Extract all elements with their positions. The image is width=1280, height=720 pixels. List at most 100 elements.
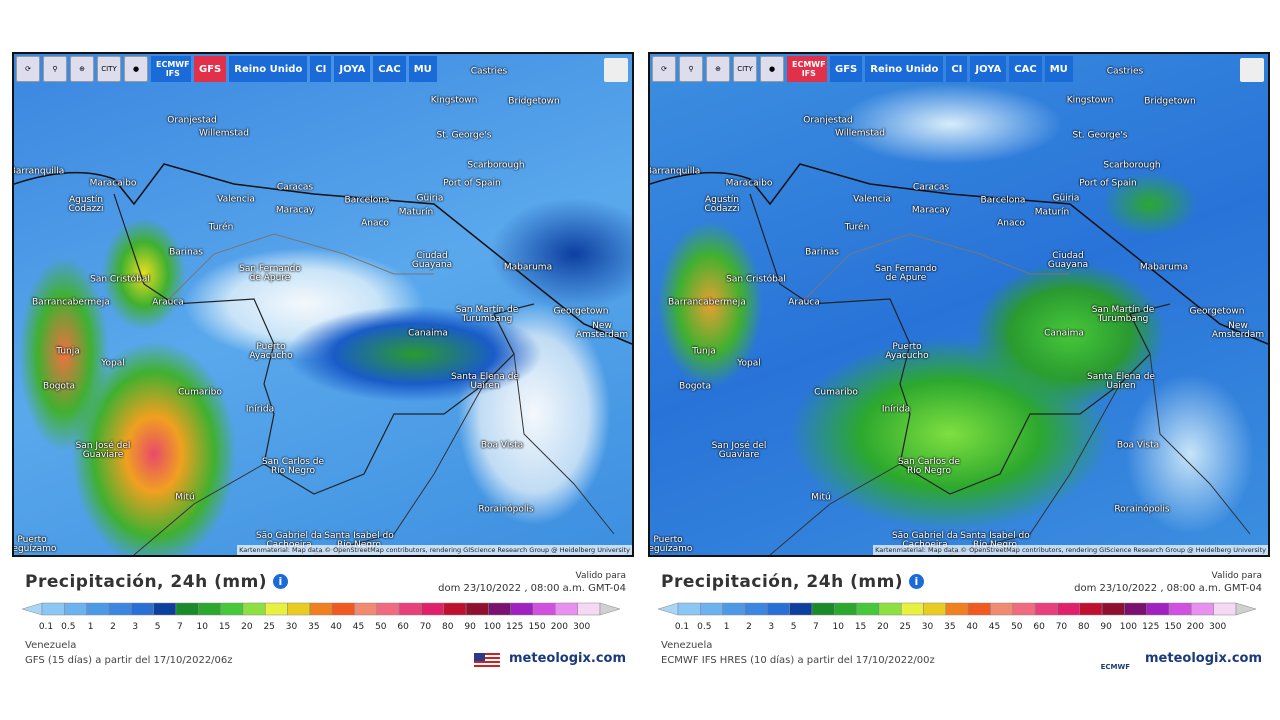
map-panel: Castries Kingstown Bridgetown Oranjestad Wil… [12,52,634,720]
share-button[interactable] [1240,58,1264,82]
model-button[interactable]: Reino Unido [229,56,308,82]
tool-button[interactable]: CITY [97,56,121,82]
city-label: Yopal [737,358,761,369]
city-label: Turén [208,222,234,233]
tool-button[interactable]: ● [124,56,148,82]
city-label: Oranjestad [803,115,853,126]
info-button[interactable]: i [273,574,289,589]
legend-label: 125 [506,622,524,632]
city-label: Willemstad [199,128,249,139]
legend-label: 80 [442,622,454,632]
city-label: Ciudad Guayana [411,251,453,270]
model-button[interactable]: GFS [194,56,227,82]
legend-label: 0.1 [38,622,54,632]
us-flag [474,653,500,668]
city-label: Willemstad [835,128,885,139]
share-button[interactable] [604,58,628,82]
model-button[interactable]: MU [408,56,437,82]
city-label: Santa Elena de Uairen [1087,372,1155,391]
info-button[interactable]: i [909,574,925,589]
tool-button[interactable]: ● [760,56,784,82]
city-label: Maturín [1034,207,1070,218]
tool-button[interactable]: ⚲ [43,56,67,82]
city-label: Boa Vista [480,440,524,451]
city-label: Maturín [398,207,434,218]
legend-label: 10 [832,622,844,632]
attribution: Kartenmaterial: Map data © OpenStreetMap… [237,545,632,555]
city-label: Arauca [788,297,820,308]
legend-title: Precipitación, 24h (mm) i [661,572,925,592]
city-label: Tunja [692,346,716,357]
city-label: Kingstown [430,95,478,106]
legend-label: 25 [899,622,911,632]
city-label: New Amsterdam [1211,321,1265,340]
city-label: Mabaruma [503,262,553,273]
legend-label: 150 [528,622,546,632]
city-label: Georgetown [1189,306,1245,317]
legend-label: 0.5 [697,622,712,632]
city-label: Anaco [361,218,389,229]
city-label: Maracaibo [725,178,773,189]
model-button[interactable]: CI [310,56,332,82]
legend-label: 5 [154,622,161,632]
legend-label: 15 [218,622,231,632]
city-label: Valencia [853,194,891,205]
model-button[interactable]: MU [1044,56,1073,82]
city-label: Anaco [997,218,1025,229]
model-button[interactable]: GFS [830,56,863,82]
city-label: Bogota [43,381,75,392]
weather-map: Castries Kingstown Bridgetown Oranjestad Wil… [12,52,634,557]
city-label: Bogota [679,381,711,392]
model-button[interactable]: CAC [373,56,406,82]
city-label: Güiria [1052,193,1080,204]
city-label: San José del Guaviare [75,441,131,460]
legend-label: 50 [375,622,387,632]
tool-button[interactable]: ⊕ [70,56,94,82]
legend-label: 45 [352,622,365,632]
brand[interactable]: meteologix.com [1145,651,1262,666]
city-label: San Cristóbal [726,274,786,285]
city-label: Bridgetown [1144,96,1196,107]
toolbar: ⟳ ⚲ ⊕ CITY ● ECMWF IFS GFS Reino Unido CI JOYA CAC… [16,56,437,82]
city-label: Scarborough [467,160,525,171]
city-label: Mabaruma [1139,262,1189,273]
city-label: Scarborough [1103,160,1161,171]
city-label: Maracaibo [89,178,137,189]
city-label: Puerto Ayacucho [885,342,929,361]
tool-button[interactable]: ⟳ [652,56,676,82]
tool-button[interactable]: ⊕ [706,56,730,82]
legend-label: 2 [110,622,116,632]
city-label: San Martín de Turumbang [1091,305,1155,324]
legend-label: 40 [330,622,342,632]
map-panel: Castries Kingstown Bridgetown Oranjestad Wil… [648,52,1270,720]
city-label: Port of Spain [443,178,501,189]
model-button[interactable]: Reino Unido [865,56,944,82]
model-button[interactable]: JOYA [334,56,371,82]
model-button[interactable]: JOYA [970,56,1007,82]
legend-label: 3 [132,622,139,632]
city-label: Inírida [881,404,911,415]
city-label: Port of Spain [1079,178,1137,189]
legend-label: 90 [464,622,476,632]
legend-label: 10 [196,622,208,632]
model-button[interactable]: CAC [1009,56,1042,82]
city-label: Cumaribo [814,387,858,398]
valid-date: dom 23/10/2022 , 08:00 a.m. GMT-04 [438,583,626,594]
city-label: Güiria [416,193,444,204]
model-button[interactable]: ECMWF IFS [151,56,191,82]
tool-button[interactable]: ⚲ [679,56,703,82]
city-label: Puerto Leguízamo [648,535,693,554]
city-label: Canaima [408,328,448,339]
city-label: San Fernando de Apure [239,264,301,283]
legend-label: 60 [397,622,409,632]
model-button[interactable]: CI [946,56,968,82]
tool-button[interactable]: CITY [733,56,757,82]
city-label: Puerto Leguízamo [12,535,57,554]
legend-label: 1 [723,622,730,632]
model-button[interactable]: ECMWF IFS [787,56,827,82]
tool-button[interactable]: ⟳ [16,56,40,82]
brand[interactable]: meteologix.com [509,651,626,666]
city-label: Puerto Ayacucho [249,342,293,361]
city-label: San Carlos de Río Negro [897,457,961,476]
